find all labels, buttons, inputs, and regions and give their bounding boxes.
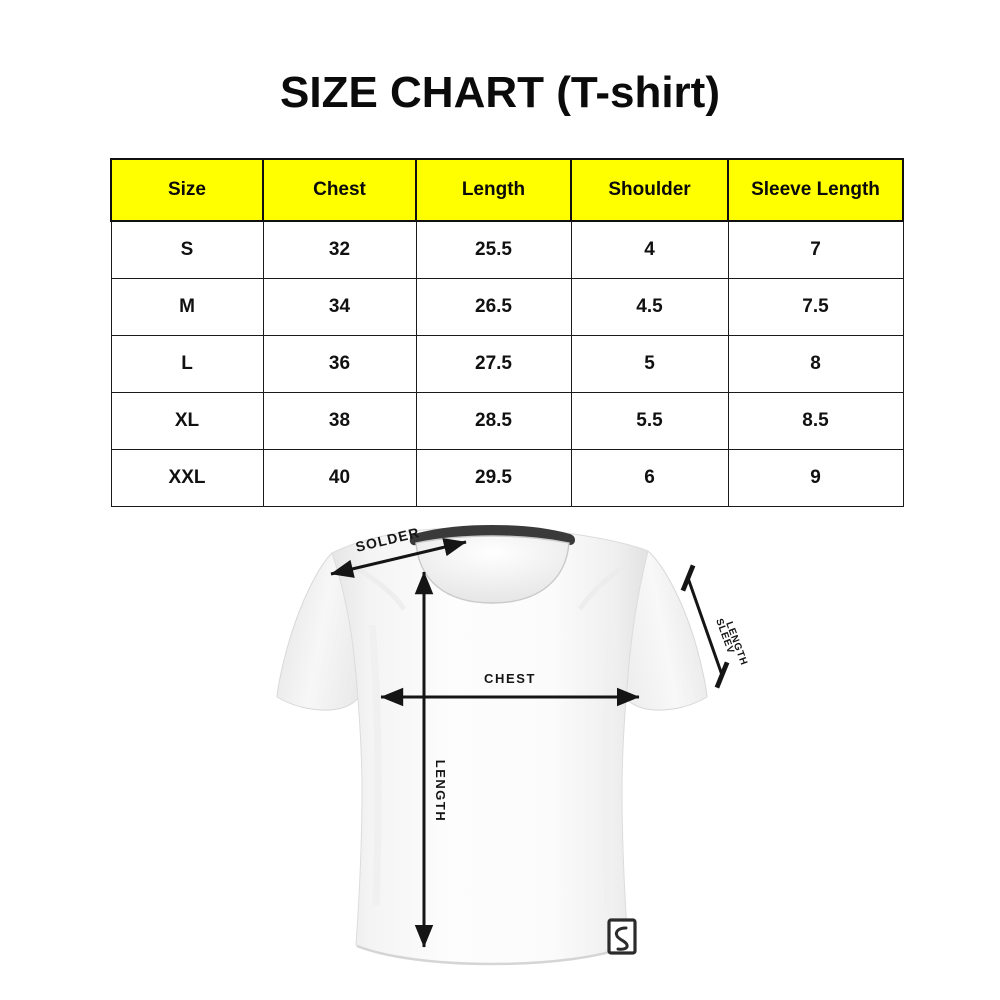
cell-shoulder: 6 xyxy=(570,449,729,507)
cell-size: L xyxy=(110,335,264,393)
cell-sleeve-length: 9 xyxy=(727,449,904,507)
table-row: XL 38 28.5 5.5 8.5 xyxy=(110,392,904,450)
cell-length: 29.5 xyxy=(415,449,572,507)
chest-measure-label: CHEST xyxy=(484,671,536,686)
cell-sleeve-length: 7.5 xyxy=(727,278,904,336)
cell-size: XL xyxy=(110,392,264,450)
column-header-chest: Chest xyxy=(262,158,417,222)
cell-length: 27.5 xyxy=(415,335,572,393)
cell-sleeve-length: 7 xyxy=(727,220,904,279)
sleeve-length-measure-arrow xyxy=(680,564,730,689)
tshirt-measurement-diagram: SOLDER CHEST LENGTH SLEEV LENGTH xyxy=(0,505,1000,1000)
cell-length: 26.5 xyxy=(415,278,572,336)
cell-size: S xyxy=(110,220,264,279)
cell-sleeve-length: 8.5 xyxy=(727,392,904,450)
fabric-fold-left xyxy=(368,624,382,906)
cell-shoulder: 4 xyxy=(570,220,729,279)
shoulder-shadow-right xyxy=(577,560,632,611)
cell-chest: 34 xyxy=(262,278,417,336)
cell-chest: 40 xyxy=(262,449,417,507)
column-header-size: Size xyxy=(110,158,264,222)
column-header-sleeve-length: Sleeve Length xyxy=(727,158,904,222)
brand-tag-icon xyxy=(607,918,637,955)
cell-sleeve-length: 8 xyxy=(727,335,904,393)
collar-rib xyxy=(409,525,575,546)
size-chart-table: Size Chest Length Shoulder Sleeve Length… xyxy=(110,158,904,507)
table-row: S 32 25.5 4 7 xyxy=(110,220,904,279)
cell-length: 25.5 xyxy=(415,220,572,279)
page-title: SIZE CHART (T-shirt) xyxy=(280,68,720,117)
table-row: XXL 40 29.5 6 9 xyxy=(110,449,904,507)
table-row: M 34 26.5 4.5 7.5 xyxy=(110,278,904,336)
shoulder-measure-arrow xyxy=(330,538,467,578)
cell-chest: 32 xyxy=(262,220,417,279)
size-chart-table-container: Size Chest Length Shoulder Sleeve Length… xyxy=(110,158,904,507)
cell-shoulder: 4.5 xyxy=(570,278,729,336)
cell-length: 28.5 xyxy=(415,392,572,450)
table-row: L 36 27.5 5 8 xyxy=(110,335,904,393)
fabric-fold-right xyxy=(602,624,616,906)
column-header-shoulder: Shoulder xyxy=(570,158,729,222)
cell-size: M xyxy=(110,278,264,336)
bottom-hem xyxy=(356,944,629,966)
cell-size: XXL xyxy=(110,449,264,507)
cell-shoulder: 5 xyxy=(570,335,729,393)
length-measure-label: LENGTH xyxy=(433,760,448,822)
table-header-row: Size Chest Length Shoulder Sleeve Length xyxy=(110,158,904,222)
cell-chest: 36 xyxy=(262,335,417,393)
cell-chest: 38 xyxy=(262,392,417,450)
tshirt-graphic xyxy=(276,525,708,966)
column-header-length: Length xyxy=(415,158,572,222)
cell-shoulder: 5.5 xyxy=(570,392,729,450)
